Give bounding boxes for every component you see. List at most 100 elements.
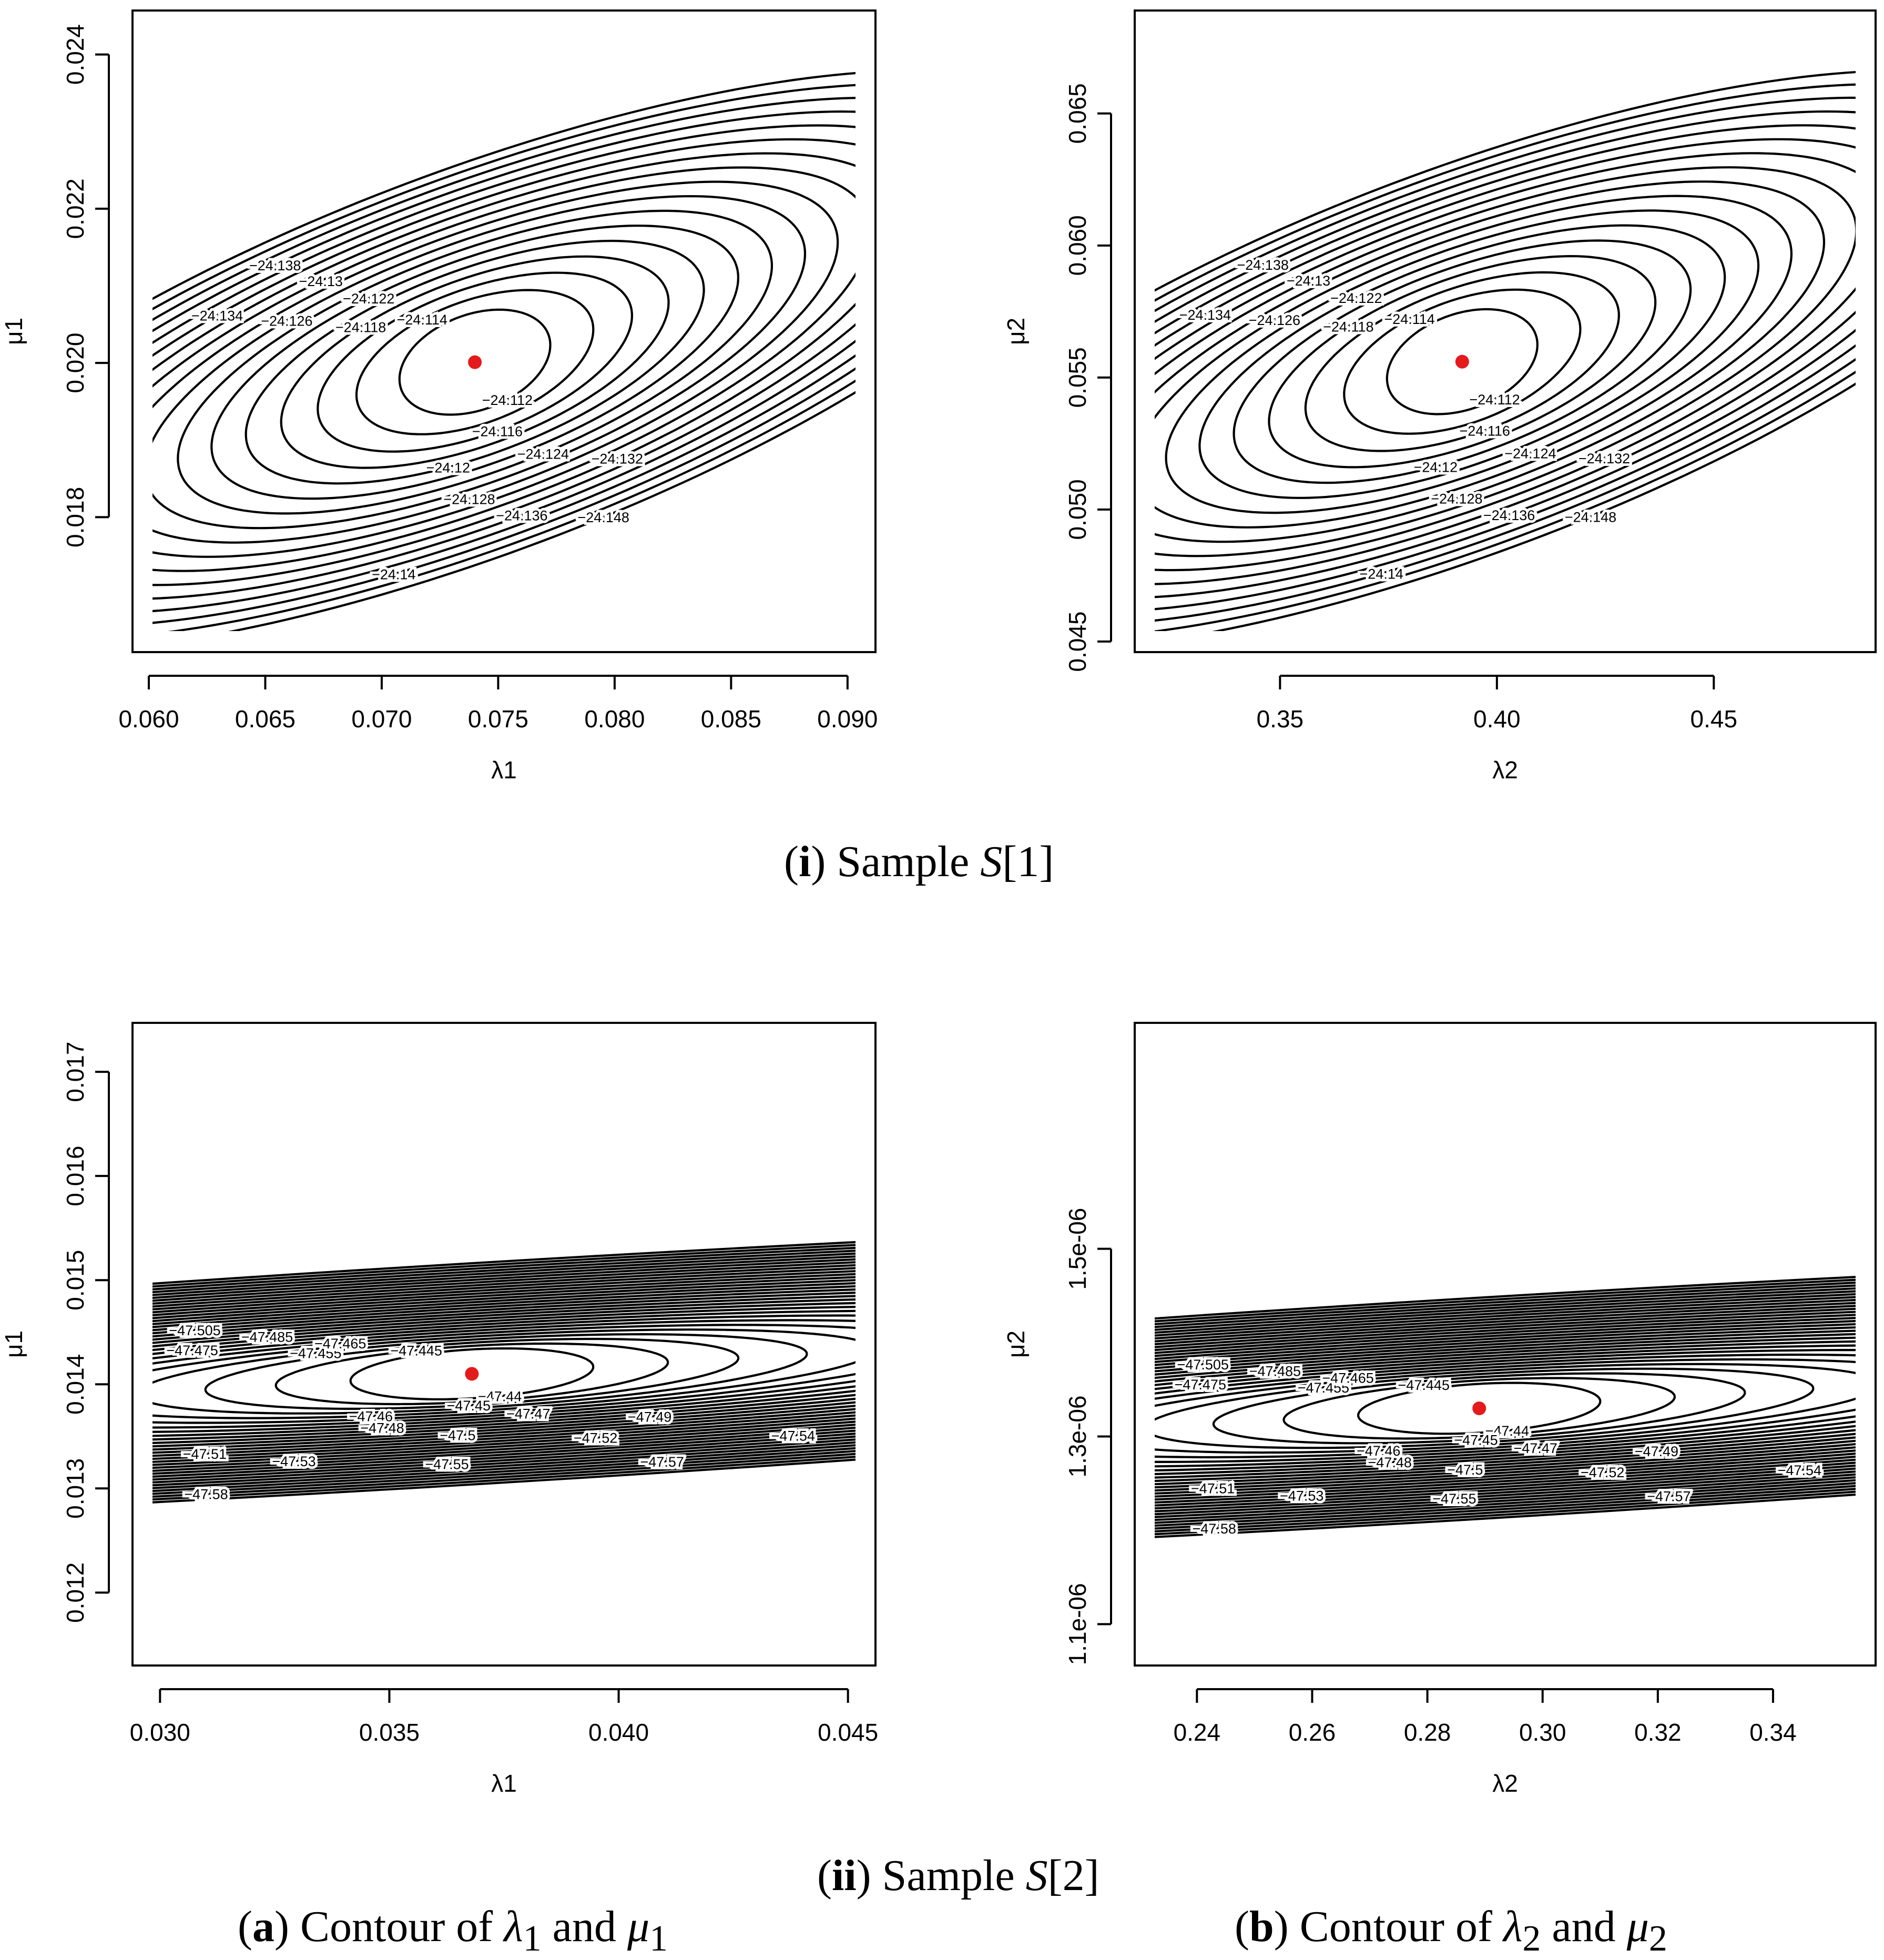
- caption-row-1: (i) Sample S[1]: [784, 836, 1054, 887]
- y-tick-label: 0.018: [62, 487, 89, 547]
- y-axis-label: μ2: [1002, 318, 1030, 345]
- y-tick-label: 0.016: [62, 1146, 89, 1206]
- y-tick-label: 0.015: [62, 1250, 89, 1311]
- x-tick-label: 0.065: [235, 705, 296, 733]
- y-tick-label: 1.5e-06: [1064, 1208, 1091, 1290]
- contour-level-label: −47.49: [1635, 1444, 1678, 1459]
- contour-level-label: −47.45: [447, 1398, 491, 1414]
- chart-panel-ii-a: −47.44−47.445−47.45−47.455−47.46−47.465−…: [0, 1023, 1884, 1797]
- x-tick-label: 0.45: [1690, 705, 1738, 733]
- contour-level-label: −24.118: [1323, 319, 1373, 334]
- contour-line: [0, 98, 1028, 626]
- contour-level-label: −47.51: [183, 1446, 227, 1462]
- contour-lines: [0, 70, 1091, 654]
- x-tick-label: 0.24: [1174, 1719, 1221, 1746]
- contour-level-label: −47.48: [360, 1420, 404, 1436]
- x-tick-label: 0.085: [701, 705, 761, 733]
- y-tick-label: 0.060: [1064, 215, 1091, 276]
- caption-col-a: (a) Contour of λ1 and μ1: [238, 1901, 668, 1960]
- contour-level-label: −47.57: [640, 1454, 684, 1470]
- contour-level-label: −24.148: [578, 510, 629, 525]
- x-tick-label: 0.080: [584, 705, 645, 733]
- optimum-point: [465, 1367, 478, 1380]
- contour-level-label: −47.445: [1398, 1377, 1450, 1393]
- caption-row-2: (ii) Sample S[2]: [817, 1850, 1099, 1901]
- y-tick-label: 0.013: [62, 1458, 89, 1519]
- contour-level-label: −47.54: [1778, 1463, 1821, 1478]
- contour-level-label: −47.55: [1432, 1491, 1476, 1507]
- y-tick-label: 0.050: [1064, 479, 1091, 540]
- contour-level-label: −47.47: [1514, 1440, 1557, 1456]
- contour-level-label: −24.128: [443, 492, 495, 507]
- contour-level-label: −47.51: [1191, 1481, 1235, 1497]
- x-tick-label: 0.090: [817, 705, 878, 733]
- contour-level-label: −24.14: [1360, 566, 1403, 582]
- plot-frame: [1135, 11, 1876, 652]
- contour-level-label: −24.122: [343, 291, 394, 307]
- x-axis-label: λ2: [1492, 1770, 1518, 1797]
- y-axis-label: μ1: [0, 1331, 27, 1358]
- contour-level-label: −24.132: [592, 451, 643, 467]
- y-tick-label: 0.012: [62, 1562, 89, 1623]
- contour-level-label: −24.12: [1414, 460, 1458, 475]
- contour-level-label: −24.136: [1483, 507, 1535, 523]
- contour-level-label: −47.5: [440, 1428, 475, 1444]
- contour-level-label: −47.49: [628, 1409, 671, 1425]
- contour-level-label: −47.465: [314, 1336, 366, 1352]
- contour-level-label: −47.47: [506, 1406, 550, 1422]
- x-tick-label: 0.30: [1519, 1719, 1566, 1746]
- contour-level-label: −24.126: [1249, 312, 1300, 328]
- x-tick-label: 0.34: [1749, 1719, 1797, 1746]
- contour-level-label: −47.465: [1322, 1370, 1373, 1386]
- x-tick-label: 0.40: [1473, 705, 1521, 733]
- y-tick-label: 0.020: [62, 333, 89, 393]
- contour-level-label: −47.52: [574, 1430, 617, 1446]
- contour-level-label: −24.134: [1179, 307, 1231, 323]
- optimum-point: [1455, 355, 1469, 369]
- x-tick-label: 0.070: [351, 705, 412, 733]
- x-tick-label: 0.045: [818, 1719, 878, 1746]
- y-tick-label: 0.022: [62, 178, 89, 239]
- contour-level-label: −24.124: [517, 446, 569, 462]
- contour-level-label: −47.55: [425, 1456, 469, 1472]
- contour-level-label: −47.57: [1647, 1489, 1690, 1505]
- y-tick-label: 1.1e-06: [1064, 1583, 1091, 1665]
- contour-level-label: −24.114: [1384, 311, 1434, 327]
- x-tick-label: 0.28: [1404, 1719, 1451, 1746]
- contour-level-label: −24.138: [1237, 257, 1289, 273]
- y-tick-label: 0.045: [1064, 611, 1091, 672]
- contour-level-label: −24.138: [249, 258, 301, 273]
- contour-level-label: −24.118: [335, 320, 386, 336]
- contour-level-label: −47.505: [1177, 1357, 1229, 1373]
- contour-level-label: −47.58: [184, 1487, 228, 1502]
- contour-level-label: −24.13: [299, 273, 343, 289]
- contour-level-label: −47.58: [1193, 1521, 1236, 1537]
- contour-level-label: −47.475: [166, 1343, 218, 1358]
- contour-level-label: −47.48: [1368, 1455, 1412, 1470]
- y-tick-label: 0.065: [1064, 83, 1091, 144]
- contour-level-label: −24.126: [261, 313, 312, 329]
- contour-level-label: −24.124: [1504, 446, 1556, 462]
- contour-lines: [849, 70, 1884, 653]
- contour-level-label: −24.134: [191, 308, 243, 323]
- contour-level-label: −47.5: [1447, 1462, 1483, 1478]
- contour-level-label: −24.114: [397, 312, 447, 328]
- chart-panel-ii-b: −47.44−47.445−47.45−47.455−47.46−47.465−…: [0, 1023, 1884, 1797]
- x-tick-label: 0.32: [1634, 1719, 1682, 1746]
- x-tick-label: 0.060: [118, 705, 179, 733]
- contour-level-label: −47.485: [241, 1329, 293, 1345]
- chart-panel-i-b: −24.112−24.114−24.116−24.118−24.12−24.12…: [849, 11, 1884, 784]
- y-tick-label: 0.024: [62, 24, 89, 85]
- caption-col-b: (b) Contour of λ2 and μ2: [1235, 1901, 1667, 1960]
- y-axis-label: μ2: [1002, 1331, 1030, 1358]
- contour-level-label: −24.136: [496, 508, 547, 524]
- contour-level-label: −47.485: [1249, 1364, 1301, 1379]
- contour-level-label: −47.52: [1581, 1465, 1624, 1480]
- contour-level-label: −47.54: [771, 1428, 815, 1444]
- contour-level-label: −24.132: [1579, 451, 1630, 466]
- x-tick-label: 0.030: [130, 1719, 190, 1746]
- y-tick-label: 0.055: [1064, 347, 1091, 408]
- y-tick-label: 0.014: [62, 1354, 89, 1415]
- contour-level-label: −47.45: [1454, 1433, 1498, 1448]
- x-axis-label: λ1: [491, 756, 517, 784]
